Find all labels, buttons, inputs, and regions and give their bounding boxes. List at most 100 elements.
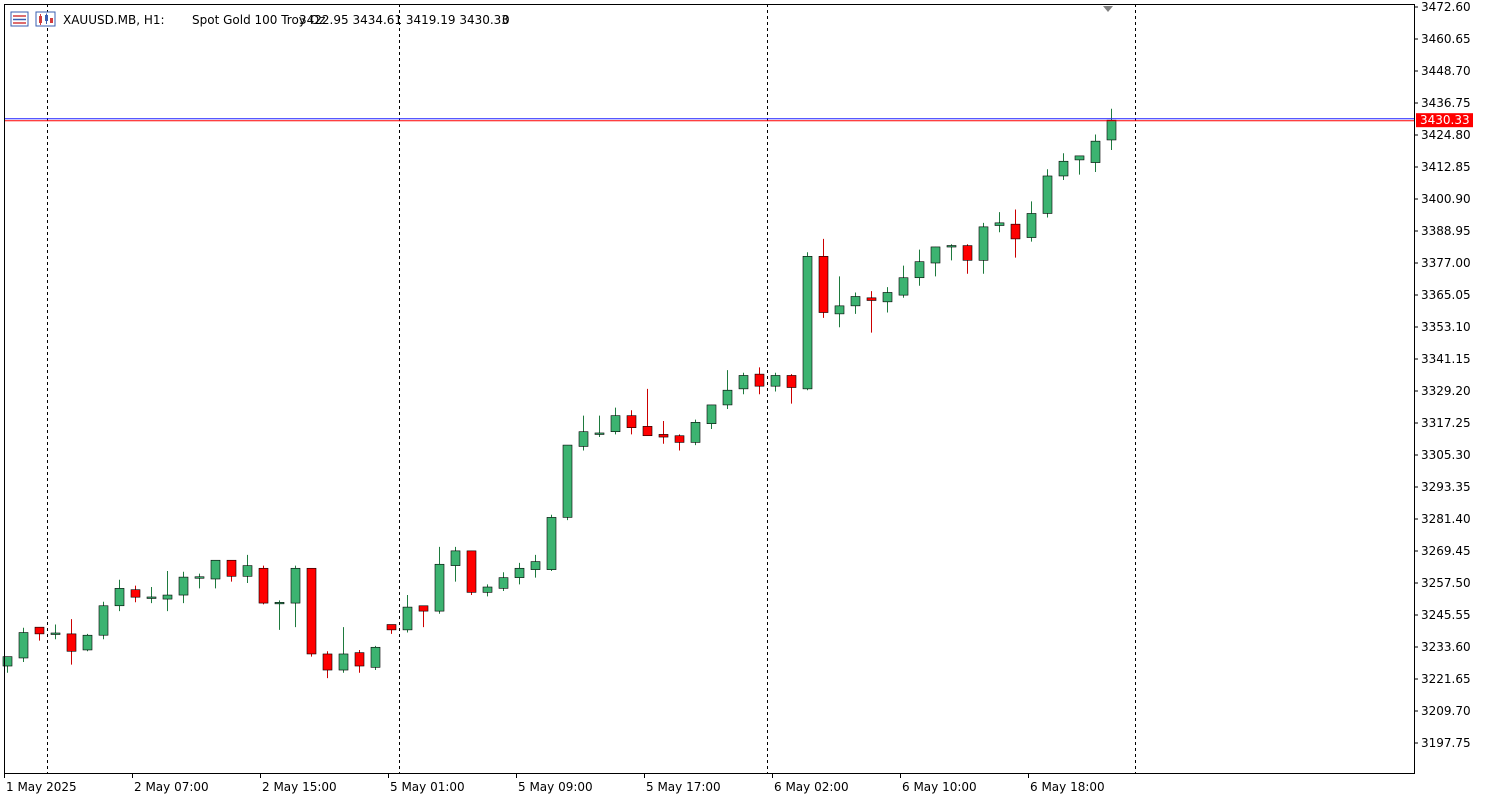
- candle: [2, 656, 13, 673]
- candle-body-bear: [322, 653, 333, 671]
- volume-readout: 0: [502, 13, 510, 27]
- candle-body-bull: [1106, 119, 1117, 141]
- candle-body-bull: [914, 261, 925, 279]
- candle: [82, 633, 93, 652]
- candle-body-bull: [978, 226, 989, 261]
- y-tick-label: 3388.95: [1421, 224, 1471, 238]
- axes: 3472.60 3460.65 3448.70 3436.75 3424.80 3412.…: [4, 0, 1473, 794]
- candle: [898, 265, 909, 298]
- candle: [66, 619, 77, 665]
- candle-body-bear: [226, 559, 237, 577]
- x-tick-label: 2 May 07:00: [134, 780, 209, 794]
- candle-body-bull: [98, 605, 109, 636]
- candle: [146, 587, 157, 604]
- candle: [514, 562, 525, 585]
- candle: [674, 434, 685, 451]
- candle: [1042, 169, 1053, 218]
- candle: [578, 415, 589, 451]
- candle-body-bull: [450, 550, 461, 566]
- candle: [658, 420, 669, 444]
- y-tick-label: 3448.70: [1421, 64, 1471, 78]
- candle-body-bull: [482, 586, 493, 593]
- candle-body-bull: [146, 596, 157, 599]
- candle: [1026, 201, 1037, 242]
- candle-body-bull: [994, 222, 1005, 226]
- candle-body-bull: [690, 422, 701, 443]
- y-tick-label: 3424.80: [1421, 128, 1471, 142]
- candle-body-bull: [274, 602, 285, 605]
- candle-body-bull: [946, 245, 957, 248]
- candle: [706, 404, 717, 430]
- candle: [594, 415, 605, 438]
- candle: [258, 565, 269, 605]
- candle: [50, 624, 61, 640]
- period-separators: [47, 4, 1136, 773]
- y-tick-label: 3293.35: [1421, 480, 1471, 494]
- candle: [930, 246, 941, 277]
- candle-body-bull: [898, 277, 909, 296]
- x-tick-label: 6 May 02:00: [774, 780, 849, 794]
- y-tick-label: 3341.15: [1421, 352, 1471, 366]
- candle: [850, 292, 861, 314]
- candle-body-bull: [370, 646, 381, 668]
- candle: [130, 585, 141, 603]
- x-tick-label: 6 May 18:00: [1030, 780, 1105, 794]
- candle: [98, 601, 109, 640]
- candle-body-bear: [818, 256, 829, 313]
- candle-body-bear: [1010, 223, 1021, 240]
- price-lines: [4, 118, 1414, 122]
- candle: [114, 579, 125, 612]
- candle-body-bear: [658, 434, 669, 438]
- y-tick-label: 3233.60: [1421, 640, 1471, 654]
- candle-body-bear: [642, 426, 653, 437]
- candle: [722, 370, 733, 409]
- y-tick-label: 3472.60: [1421, 0, 1471, 14]
- candle: [770, 372, 781, 392]
- candle: [210, 559, 221, 589]
- candle-body-bull: [1026, 213, 1037, 238]
- candle-body-bull: [338, 653, 349, 671]
- y-tick-label: 3269.45: [1421, 544, 1471, 558]
- candle: [786, 374, 797, 404]
- candle: [370, 645, 381, 671]
- candle-body-bull: [722, 389, 733, 406]
- candle-body-bear: [626, 415, 637, 428]
- y-tick-label: 3281.40: [1421, 512, 1471, 526]
- candle-body-bear: [386, 624, 397, 631]
- candle: [610, 407, 621, 435]
- y-tick-label: 3329.20: [1421, 384, 1471, 398]
- chart-list-icon[interactable]: [10, 11, 29, 27]
- candle: [546, 514, 557, 571]
- plot-frame: [4, 4, 1415, 774]
- candle: [834, 276, 845, 328]
- candle-body-bull: [82, 634, 93, 651]
- candle-body-bear: [674, 435, 685, 443]
- candle: [34, 626, 45, 641]
- chart-shift-marker[interactable]: [1103, 6, 1113, 12]
- candle-body-bull: [1074, 155, 1085, 161]
- y-tick-label: 3436.75: [1421, 96, 1471, 110]
- candle-body-bull: [1042, 175, 1053, 214]
- candle-body-bear: [962, 245, 973, 261]
- candle-body-bull: [930, 246, 941, 264]
- candle: [178, 571, 189, 604]
- candle: [562, 444, 573, 521]
- candle: [530, 554, 541, 578]
- candle: [402, 595, 413, 633]
- candle-body-bull: [706, 404, 717, 424]
- y-tick-label: 3400.90: [1421, 192, 1471, 206]
- candle-body-bear: [306, 567, 317, 655]
- candle: [338, 627, 349, 673]
- candle: [994, 212, 1005, 233]
- candle: [354, 649, 365, 673]
- y-tick-label: 3377.00: [1421, 256, 1471, 270]
- candle: [194, 573, 205, 589]
- candle: [802, 252, 813, 391]
- symbol-chart-icon[interactable]: [35, 11, 56, 27]
- y-tick-label: 3305.30: [1421, 448, 1471, 462]
- candle-body-bull: [850, 296, 861, 307]
- candles: [2, 108, 1117, 679]
- candle-body-bull: [514, 567, 525, 578]
